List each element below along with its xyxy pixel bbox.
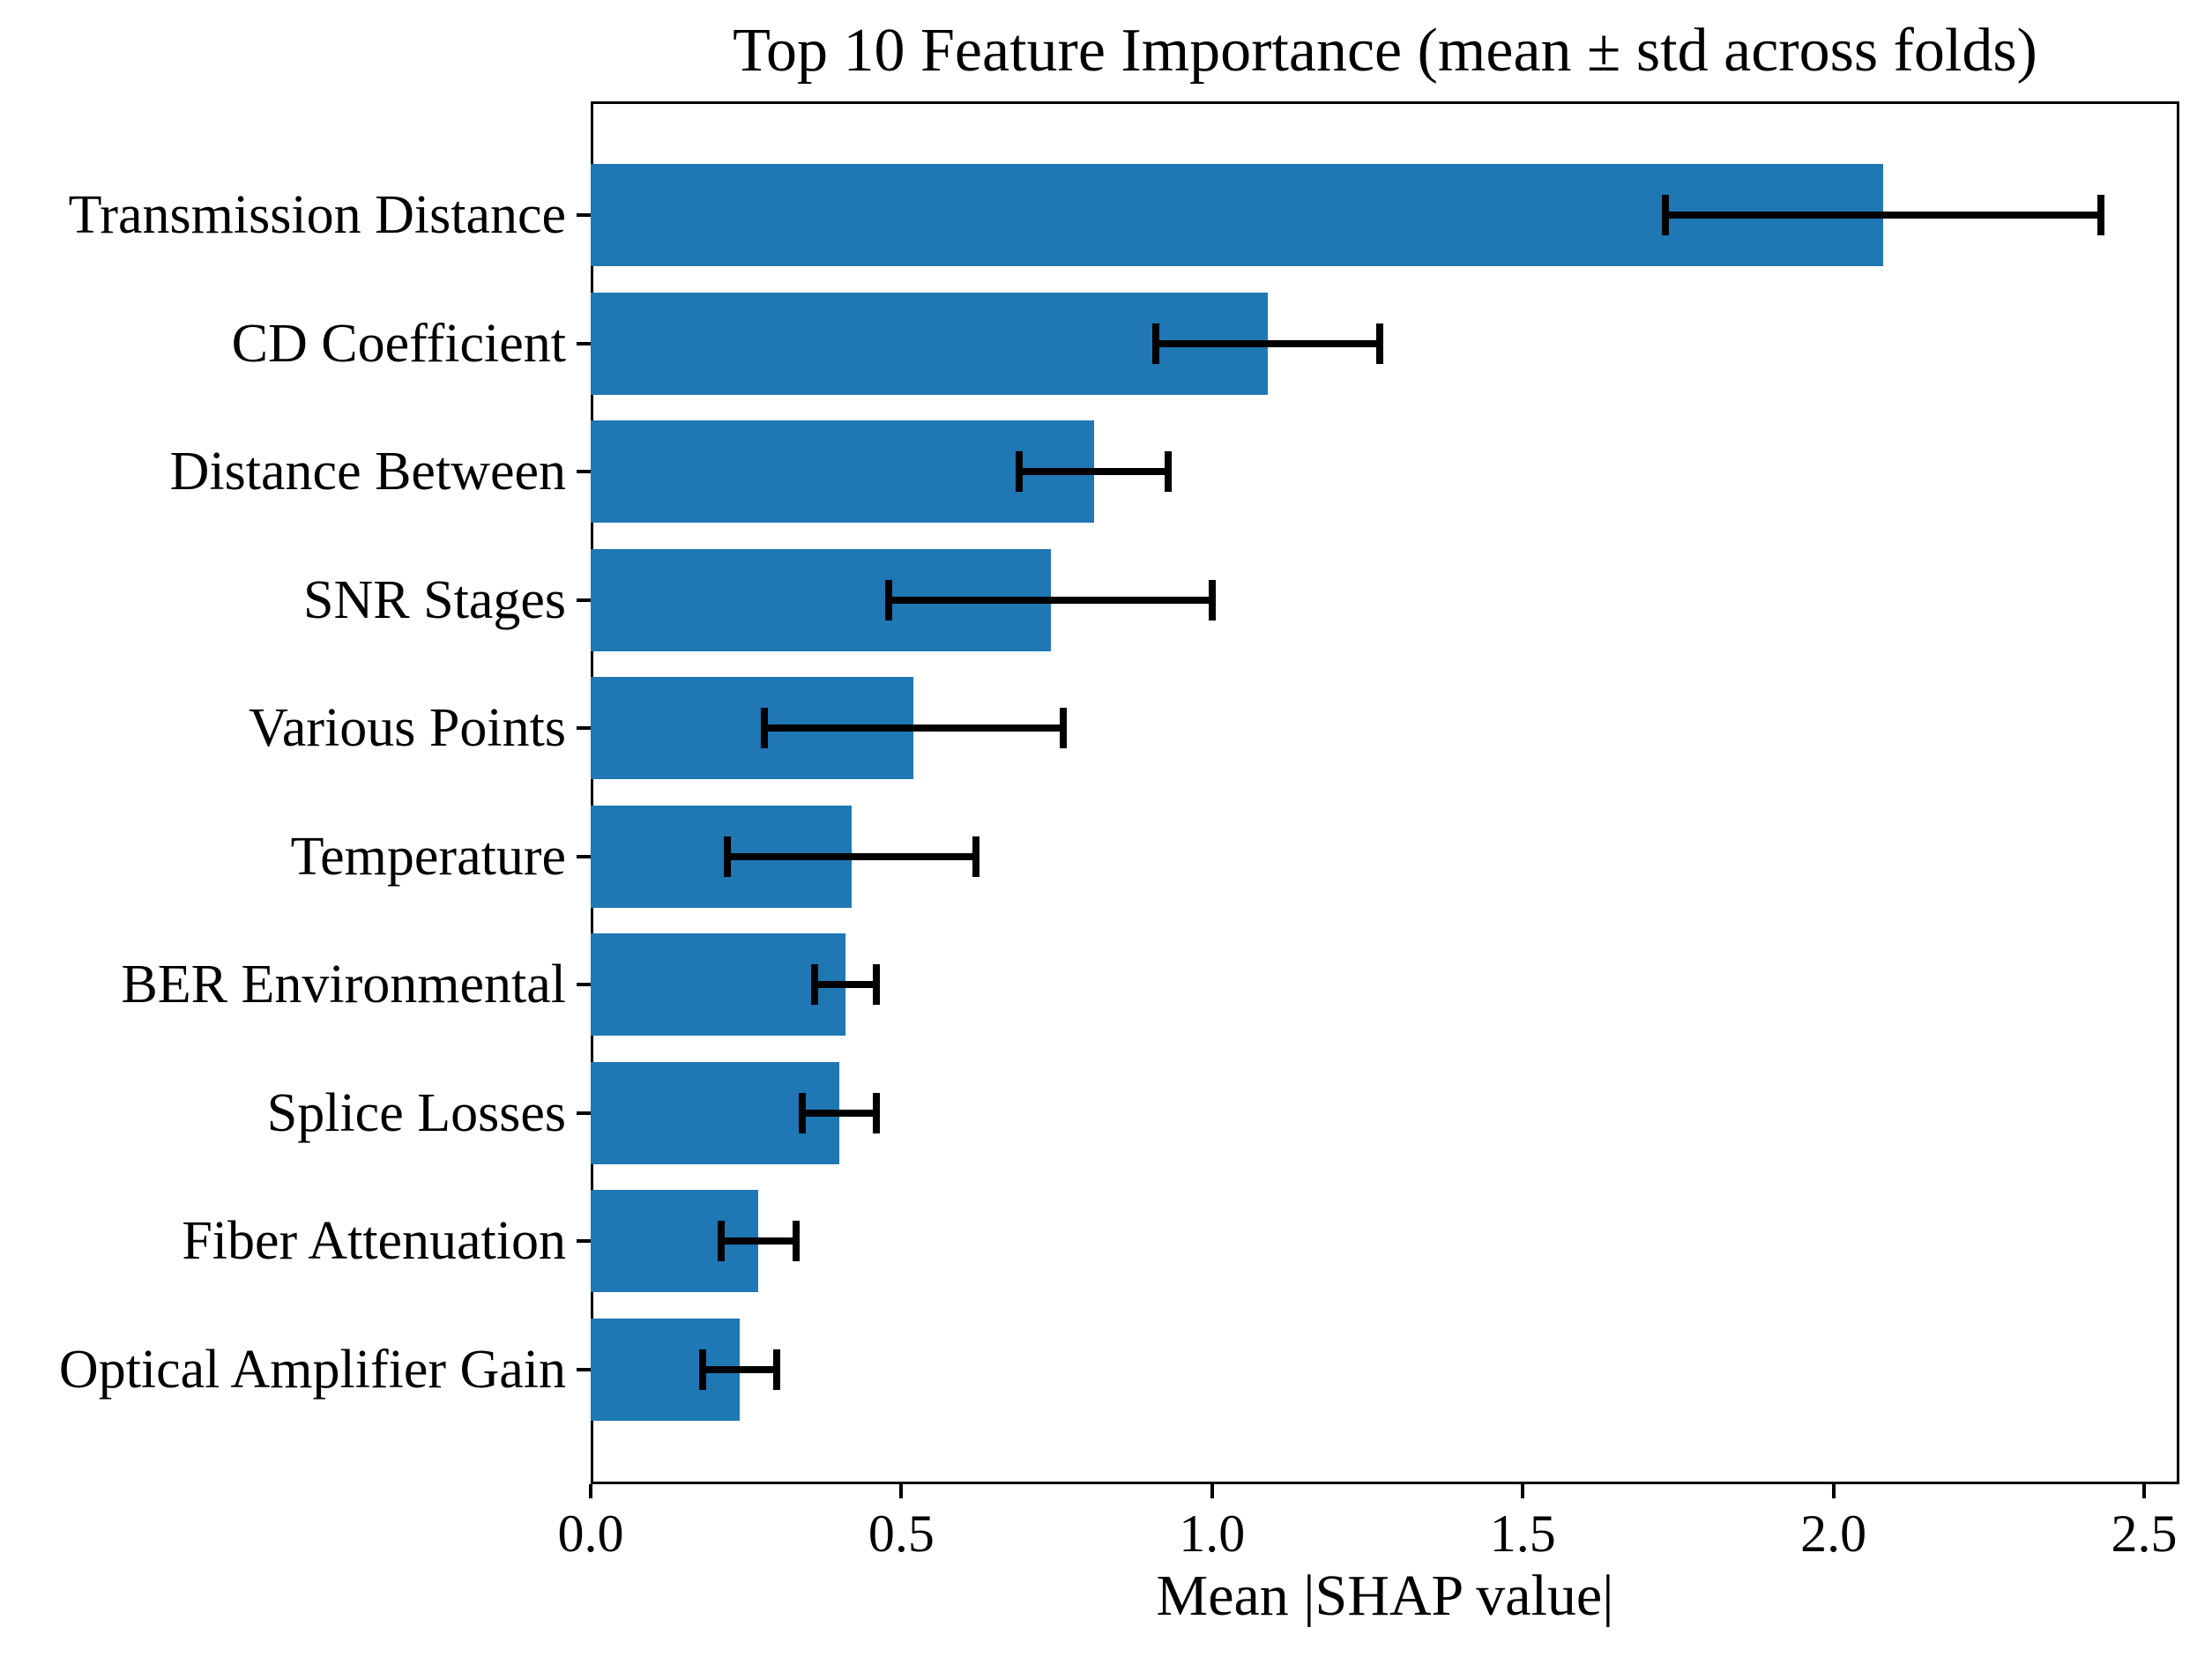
error-cap-low-fiber-attenuation <box>718 1221 725 1262</box>
x-tick-1.0 <box>1210 1484 1214 1498</box>
error-cap-low-temperature <box>724 836 732 877</box>
x-axis-label: Mean |SHAP value| <box>1156 1564 1614 1628</box>
y-tick-label-ber-environmental: BER Environmental <box>121 955 566 1015</box>
error-cap-high-cd-coefficient <box>1376 323 1384 364</box>
x-tick-2.5 <box>2142 1484 2146 1498</box>
y-tick-label-cd-coefficient: CD Coefficient <box>231 313 566 374</box>
y-tick-label-various-points: Various Points <box>249 698 566 759</box>
error-cap-high-ber-environmental <box>873 964 881 1006</box>
error-cap-high-optical-amplifier-gain <box>773 1349 781 1390</box>
y-tick-snr-stages <box>577 598 591 602</box>
error-bar-cd-coefficient <box>1156 339 1381 347</box>
error-cap-low-optical-amplifier-gain <box>698 1349 706 1390</box>
x-tick-label-0.5: 0.5 <box>868 1505 935 1563</box>
y-tick-distance-between <box>577 470 591 474</box>
x-tick-1.5 <box>1521 1484 1525 1498</box>
chart-title: Top 10 Feature Importance (mean ± std ac… <box>733 17 2037 85</box>
y-tick-fiber-attenuation <box>577 1239 591 1244</box>
error-cap-low-distance-between <box>1016 451 1024 493</box>
error-cap-high-snr-stages <box>1208 579 1216 620</box>
x-tick-2.0 <box>1831 1484 1836 1498</box>
x-tick-0.5 <box>899 1484 904 1498</box>
error-cap-high-transmission-distance <box>2097 195 2104 236</box>
error-cap-high-splice-losses <box>873 1092 881 1133</box>
y-tick-ber-environmental <box>577 983 591 987</box>
x-tick-label-2.0: 2.0 <box>1800 1505 1867 1563</box>
y-tick-various-points <box>577 726 591 731</box>
error-bar-distance-between <box>1019 468 1169 476</box>
error-bar-snr-stages <box>889 596 1212 604</box>
bar-splice-losses <box>591 1061 839 1164</box>
y-tick-label-fiber-attenuation: Fiber Attenuation <box>182 1211 566 1272</box>
error-cap-low-ber-environmental <box>810 964 818 1006</box>
error-cap-high-distance-between <box>1165 451 1173 493</box>
bar-distance-between <box>591 420 1094 524</box>
error-bar-various-points <box>764 724 1063 732</box>
y-tick-label-transmission-distance: Transmission Distance <box>68 185 566 246</box>
error-cap-high-fiber-attenuation <box>792 1221 800 1262</box>
y-tick-splice-losses <box>577 1111 591 1115</box>
error-bar-splice-losses <box>801 1109 877 1117</box>
x-tick-label-1.0: 1.0 <box>1179 1505 1246 1563</box>
x-tick-label-2.5: 2.5 <box>2111 1505 2178 1563</box>
error-cap-low-splice-losses <box>798 1092 806 1133</box>
y-tick-label-temperature: Temperature <box>290 826 566 887</box>
x-tick-0.0 <box>589 1484 592 1498</box>
x-tick-label-1.5: 1.5 <box>1489 1505 1556 1563</box>
x-tick-label-0.0: 0.0 <box>557 1505 624 1563</box>
bar-ber-environmental <box>591 933 845 1037</box>
error-bar-transmission-distance <box>1665 212 2101 219</box>
error-cap-low-snr-stages <box>885 579 893 620</box>
y-tick-cd-coefficient <box>577 341 591 346</box>
error-cap-high-temperature <box>972 836 979 877</box>
y-tick-optical-amplifier-gain <box>577 1367 591 1371</box>
y-tick-label-optical-amplifier-gain: Optical Amplifier Gain <box>58 1339 566 1400</box>
error-cap-low-cd-coefficient <box>1152 323 1160 364</box>
error-cap-low-various-points <box>761 708 769 749</box>
error-bar-fiber-attenuation <box>721 1237 796 1245</box>
error-bar-ber-environmental <box>814 981 877 989</box>
y-tick-temperature <box>577 854 591 858</box>
error-bar-temperature <box>727 852 976 860</box>
y-tick-label-splice-losses: Splice Losses <box>266 1082 566 1143</box>
y-tick-label-distance-between: Distance Between <box>169 442 566 502</box>
y-tick-label-snr-stages: SNR Stages <box>303 569 566 630</box>
error-bar-optical-amplifier-gain <box>702 1365 778 1373</box>
error-cap-high-various-points <box>1059 708 1067 749</box>
y-tick-transmission-distance <box>577 213 591 218</box>
error-cap-low-transmission-distance <box>1662 195 1670 236</box>
